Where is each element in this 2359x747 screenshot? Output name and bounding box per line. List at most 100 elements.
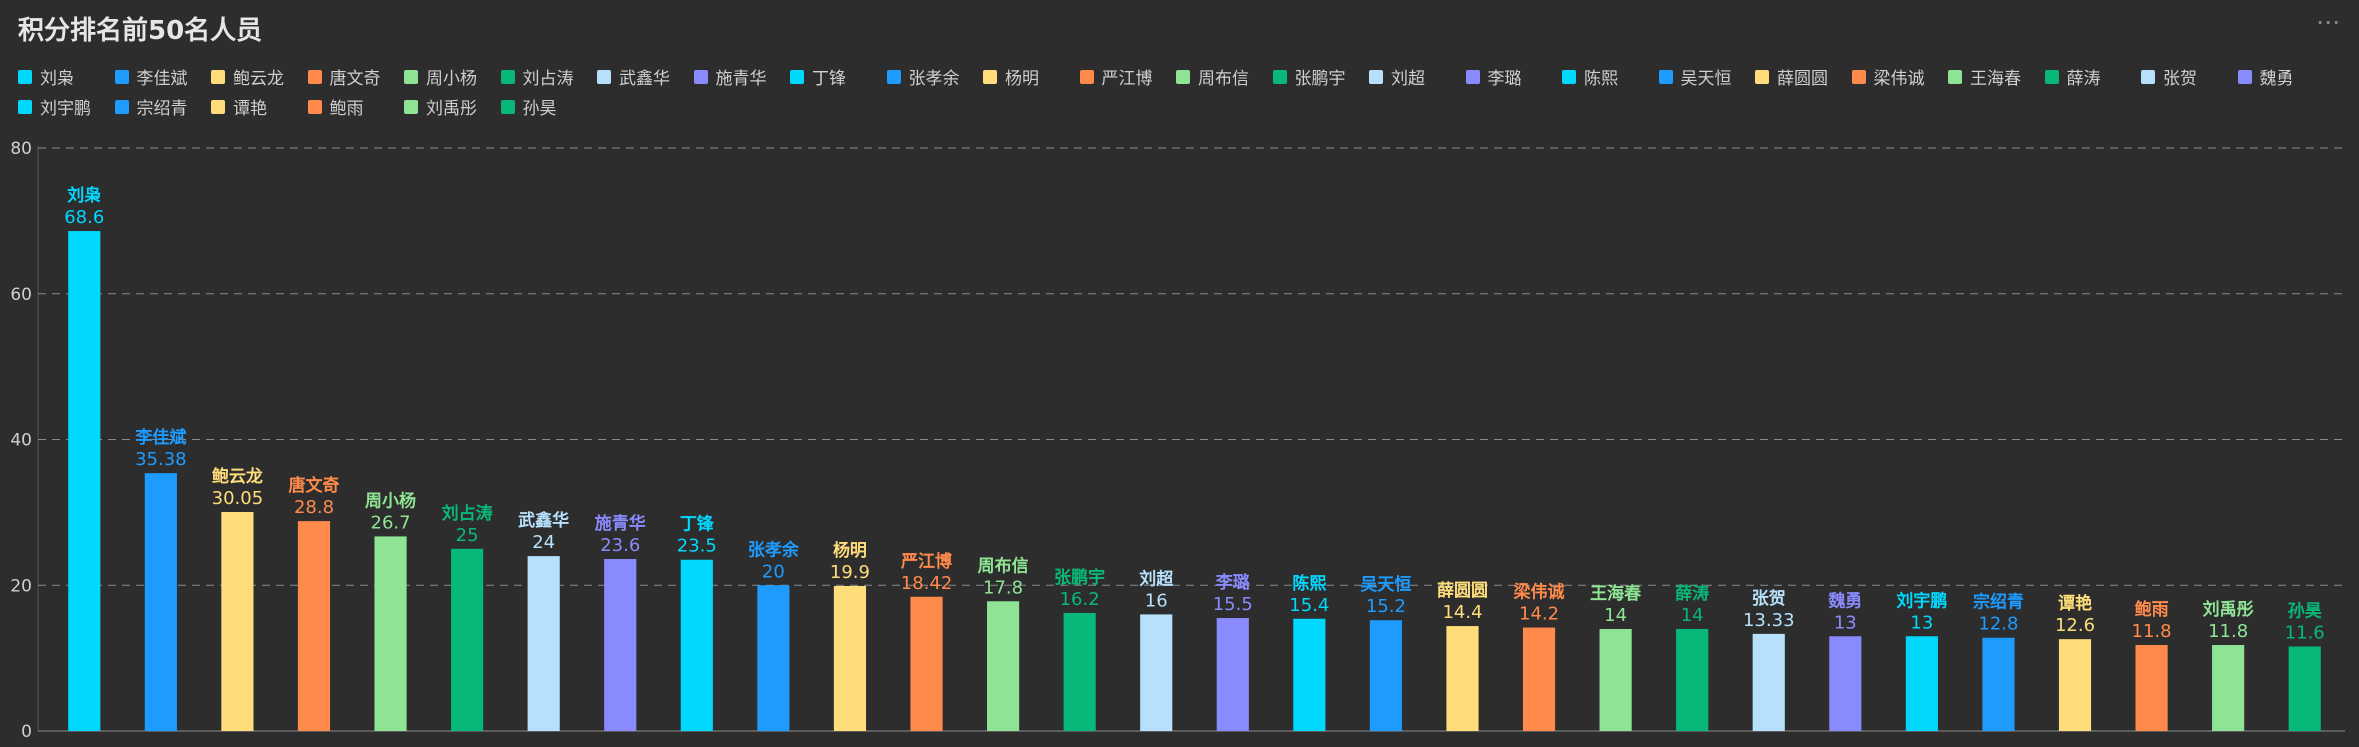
y-tick-label: 80 (10, 139, 32, 159)
legend-swatch (211, 69, 225, 84)
legend-item[interactable]: 严江博 (1079, 64, 1153, 89)
bar (1982, 637, 2015, 731)
legend-item[interactable]: 刘占涛 (500, 64, 574, 89)
legend-label: 鲍雨 (329, 99, 364, 119)
bar-name-label: 张贺 (1752, 589, 1786, 609)
legend-swatch (1755, 69, 1769, 84)
legend-label: 李佳斌 (136, 69, 188, 89)
bar-value-label: 15.4 (1289, 595, 1329, 616)
legend-item[interactable]: 李璐 (1465, 64, 1522, 89)
legend-item[interactable]: 张贺 (2141, 64, 2197, 89)
bar-name-label: 张鹏宇 (1054, 567, 1105, 588)
bar-value-label: 14.2 (1519, 604, 1559, 625)
bar (1369, 620, 1402, 731)
legend-swatch (693, 69, 708, 84)
legend-item[interactable]: 孙昊 (500, 94, 557, 119)
legend-item[interactable]: 魏勇 (2237, 64, 2294, 89)
bar (1140, 614, 1173, 731)
bar-value-label: 28.8 (294, 497, 334, 518)
bar-value-label: 12.8 (1978, 614, 2018, 635)
bar-name-label: 薛涛 (1675, 583, 1709, 604)
bar-name-label: 丁锋 (680, 514, 715, 535)
legend-item[interactable]: 张鹏宇 (1272, 64, 1346, 89)
bar-value-label: 18.42 (901, 573, 953, 594)
legend-label: 严江博 (1101, 69, 1153, 89)
legend-item[interactable]: 周小杨 (404, 64, 477, 89)
bar-name-label: 唐文奇 (288, 475, 339, 496)
legend-label: 刘宇鹏 (40, 99, 91, 119)
legend-item[interactable]: 鲍雨 (307, 94, 364, 119)
bar (2058, 639, 2092, 731)
bar-name-label: 严江博 (901, 551, 952, 572)
legend-item[interactable]: 王海春 (1948, 64, 2021, 89)
legend-swatch (2044, 69, 2059, 84)
bar (1063, 612, 1096, 731)
legend-swatch (18, 99, 32, 114)
legend-item[interactable]: 刘超 (1369, 64, 1425, 89)
bar-value-label: 24 (532, 532, 555, 553)
legend-label: 孙昊 (522, 99, 557, 119)
legend-label: 梁伟诚 (1873, 69, 1925, 89)
legend-item[interactable]: 唐文奇 (307, 64, 381, 89)
legend-item[interactable]: 丁锋 (790, 64, 846, 89)
legend-label: 鲍云龙 (233, 69, 284, 89)
legend-item[interactable]: 刘枭 (18, 64, 74, 89)
legend-swatch (2237, 69, 2252, 84)
legend-item[interactable]: 吴天恒 (1658, 64, 1732, 89)
legend-swatch (1562, 69, 1576, 84)
legend-label: 张贺 (2163, 69, 2197, 89)
legend-item[interactable]: 张孝余 (886, 64, 960, 89)
bar (604, 559, 637, 731)
bar (1522, 627, 1556, 731)
legend-item[interactable]: 薛圆圆 (1755, 64, 1828, 89)
legend-item[interactable]: 梁伟诚 (1851, 64, 1925, 89)
legend-label: 武鑫华 (619, 69, 670, 89)
legend-item[interactable]: 刘宇鹏 (18, 94, 91, 119)
bar (833, 585, 867, 731)
bar-value-label: 13 (1834, 612, 1857, 633)
legend-item[interactable]: 杨明 (983, 64, 1039, 89)
legend-swatch (1851, 69, 1866, 84)
more-options-icon[interactable]: ⋯ (2316, 8, 2341, 36)
legend-item[interactable]: 刘禹彤 (404, 94, 477, 119)
legend-item[interactable]: 陈熙 (1562, 64, 1618, 89)
legend-item[interactable]: 薛涛 (2044, 64, 2101, 89)
legend-item[interactable]: 宗绍青 (114, 94, 188, 119)
bar-name-label: 武鑫华 (518, 510, 569, 531)
legend-item[interactable]: 施青华 (693, 64, 767, 89)
bar-name-label: 宗绍青 (1973, 592, 2024, 613)
bar-name-label: 魏勇 (1827, 590, 1862, 611)
legend-item[interactable]: 谭艳 (211, 94, 267, 119)
bar (374, 536, 407, 731)
legend-swatch (1369, 69, 1383, 84)
bar-name-label: 鲍雨 (2135, 599, 2169, 620)
legend-swatch (597, 69, 611, 84)
bar (1599, 628, 1632, 731)
bar-value-label: 23.6 (600, 535, 640, 556)
legend-label: 丁锋 (812, 69, 846, 89)
legend-swatch (790, 69, 804, 84)
legend-item[interactable]: 周布信 (1176, 64, 1249, 89)
legend-label: 张孝余 (908, 69, 960, 89)
bar-name-label: 张孝余 (748, 539, 800, 560)
bar (1216, 618, 1249, 731)
legend-item[interactable]: 李佳斌 (114, 64, 188, 89)
legend-label: 薛圆圆 (1777, 69, 1828, 89)
legend-item[interactable]: 鲍云龙 (211, 64, 284, 89)
legend-label: 谭艳 (233, 99, 267, 119)
bar-value-label: 68.6 (64, 207, 104, 228)
legend-swatch (1079, 69, 1094, 84)
legend-label: 刘超 (1391, 69, 1425, 89)
legend-swatch (1658, 69, 1673, 84)
bar (1293, 618, 1326, 731)
legend-label: 施青华 (715, 69, 767, 89)
bar-name-label: 李璐 (1216, 572, 1250, 593)
legend-label: 杨明 (1005, 69, 1039, 89)
bar (1676, 628, 1709, 731)
legend-swatch (500, 99, 515, 114)
legend-label: 陈熙 (1584, 69, 1618, 89)
bar-name-label: 刘枭 (67, 185, 101, 206)
bar (1829, 636, 1862, 731)
bar-name-label: 周小杨 (365, 490, 416, 511)
legend-item[interactable]: 武鑫华 (597, 64, 670, 89)
